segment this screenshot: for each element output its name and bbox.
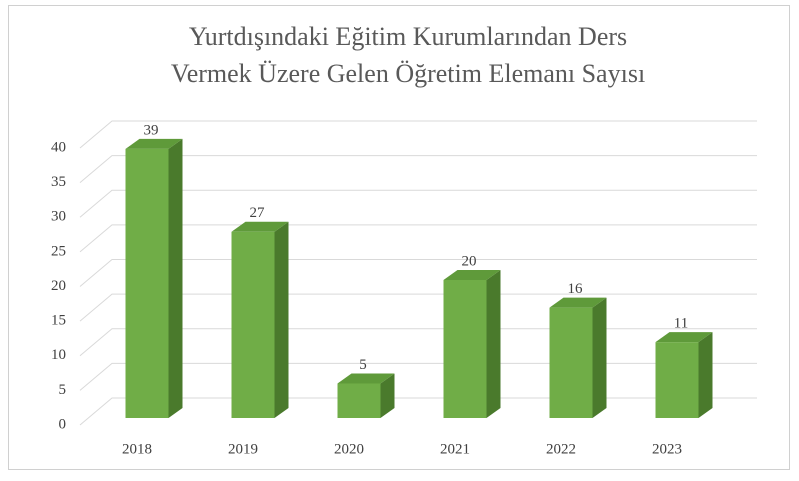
bar-side — [592, 297, 607, 418]
y-tick-label: 40 — [51, 139, 66, 155]
bar — [231, 221, 289, 418]
grid-line — [79, 224, 757, 253]
bar-side — [274, 221, 289, 418]
bar-front — [443, 280, 487, 418]
bar-top — [125, 138, 183, 149]
bar — [549, 297, 607, 418]
y-tick-label: 35 — [51, 174, 66, 190]
bar — [443, 270, 501, 418]
bar-front — [337, 383, 381, 418]
grid-line — [79, 328, 757, 357]
bar-side — [380, 373, 395, 418]
grid-line — [79, 397, 757, 426]
x-tick-label: 2018 — [122, 441, 152, 457]
value-label: 20 — [462, 253, 477, 269]
grid-line — [79, 362, 757, 391]
y-tick-label: 15 — [51, 313, 66, 329]
bar-side — [168, 138, 183, 418]
value-label: 5 — [359, 357, 367, 373]
bar-side — [486, 270, 501, 418]
bar — [125, 138, 183, 418]
bar-front — [231, 231, 275, 418]
grid-line — [79, 155, 757, 184]
bar-side — [698, 332, 713, 418]
bar-top — [549, 297, 607, 308]
y-tick-label: 10 — [51, 347, 66, 363]
value-label: 16 — [568, 281, 584, 297]
chart-title: Vermek Üzere Gelen Öğretim Elemanı Sayıs… — [171, 59, 645, 88]
x-tick-label: 2021 — [440, 441, 470, 457]
y-tick-label: 0 — [59, 416, 67, 432]
grid-line — [79, 120, 757, 149]
bar-front — [549, 307, 593, 418]
value-label: 11 — [674, 316, 688, 332]
bar — [655, 332, 713, 418]
bar-top — [337, 373, 395, 384]
value-label: 27 — [250, 205, 266, 221]
grid-line — [79, 189, 757, 218]
x-tick-label: 2022 — [546, 441, 576, 457]
value-label: 39 — [144, 122, 159, 138]
bar-front — [655, 342, 699, 418]
bar-top — [655, 332, 713, 343]
x-tick-label: 2023 — [652, 441, 682, 457]
grid-line — [79, 259, 757, 287]
bar-top — [231, 221, 289, 232]
chart-title: Yurtdışındaki Eğitim Kurumlarından Ders — [189, 22, 627, 51]
y-tick-label: 20 — [51, 278, 66, 294]
y-tick-label: 30 — [51, 209, 66, 225]
x-tick-label: 2019 — [228, 441, 258, 457]
bar — [337, 373, 395, 418]
y-tick-label: 25 — [51, 243, 66, 259]
bar-top — [443, 270, 501, 280]
y-tick-label: 5 — [59, 382, 67, 398]
bar-front — [125, 148, 169, 418]
grid-line — [79, 293, 757, 322]
x-tick-label: 2020 — [334, 441, 364, 457]
